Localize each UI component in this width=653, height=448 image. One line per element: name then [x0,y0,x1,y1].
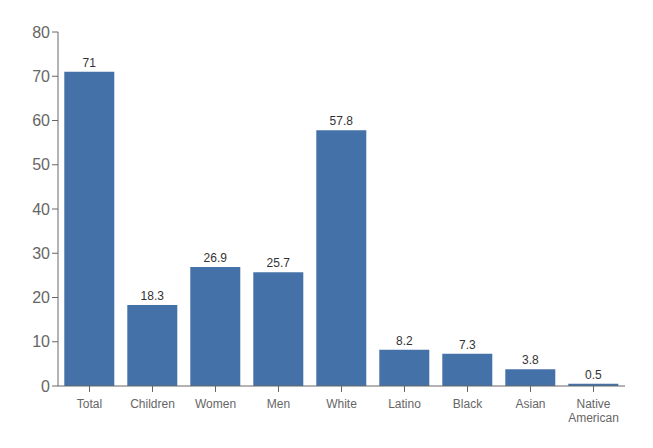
svg-text:7.3: 7.3 [459,338,476,352]
svg-text:Latino: Latino [388,397,421,411]
svg-text:40: 40 [32,201,50,218]
svg-text:25.7: 25.7 [267,256,291,270]
svg-text:26.9: 26.9 [204,251,228,265]
svg-text:18.3: 18.3 [141,289,165,303]
svg-text:0.5: 0.5 [585,368,602,382]
svg-text:50: 50 [32,156,50,173]
svg-text:20: 20 [32,289,50,306]
svg-text:0: 0 [41,378,50,395]
svg-text:Asian: Asian [515,397,545,411]
svg-text:Black: Black [453,397,483,411]
svg-text:57.8: 57.8 [330,114,354,128]
svg-text:71: 71 [83,56,97,70]
svg-text:Women: Women [195,397,236,411]
svg-text:Men: Men [267,397,290,411]
svg-text:Total: Total [77,397,102,411]
svg-text:8.2: 8.2 [396,334,413,348]
svg-text:NativeAmerican: NativeAmerican [568,397,619,425]
svg-text:80: 80 [32,24,50,41]
svg-text:70: 70 [32,68,50,85]
svg-text:30: 30 [32,245,50,262]
svg-text:White: White [326,397,357,411]
svg-text:Children: Children [130,397,175,411]
svg-text:3.8: 3.8 [522,353,539,367]
svg-text:60: 60 [32,112,50,129]
svg-text:10: 10 [32,333,50,350]
